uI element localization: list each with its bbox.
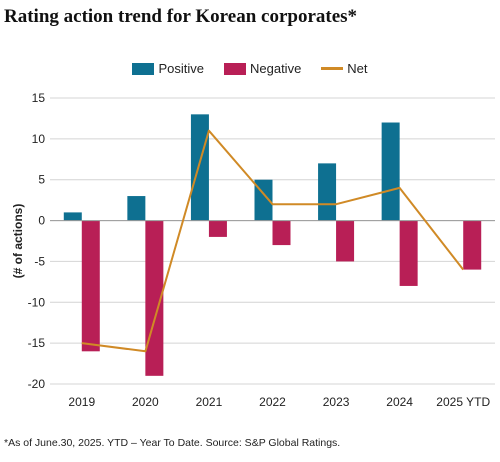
x-tick-label: 2021 xyxy=(196,395,223,409)
bar-positive xyxy=(190,114,209,221)
x-tick-label: 2023 xyxy=(323,395,350,409)
x-tick-label: 2024 xyxy=(386,395,413,409)
y-tick-label: 0 xyxy=(38,214,45,228)
bar-negative xyxy=(463,220,482,270)
bar-positive xyxy=(63,212,82,221)
legend-item-positive: Positive xyxy=(132,61,204,76)
legend: Positive Negative Net xyxy=(0,61,500,76)
x-tick-label: 2019 xyxy=(68,395,95,409)
line-net xyxy=(81,129,464,353)
y-tick-label: 10 xyxy=(32,132,46,146)
y-tick-label: -5 xyxy=(34,254,45,268)
legend-label-negative: Negative xyxy=(249,61,302,76)
legend-label-positive: Positive xyxy=(158,61,204,76)
x-tick-label: 2020 xyxy=(132,395,159,409)
legend-swatch-negative xyxy=(223,62,246,75)
bar-negative xyxy=(208,220,227,237)
legend-item-negative: Negative xyxy=(223,61,302,76)
legend-swatch-positive xyxy=(132,62,155,75)
legend-item-net: Net xyxy=(321,61,368,76)
chart-title: Rating action trend for Korean corporate… xyxy=(4,6,358,27)
bar-negative xyxy=(399,220,418,286)
y-tick-label: 5 xyxy=(38,173,45,187)
y-tick-label: 15 xyxy=(32,91,46,105)
legend-label-net: Net xyxy=(347,61,368,76)
x-tick-label: 2025 YTD xyxy=(436,395,490,409)
legend-swatch-net xyxy=(321,67,344,70)
bar-negative xyxy=(272,220,291,246)
y-tick-label: -20 xyxy=(28,377,46,391)
bar-positive xyxy=(127,196,146,221)
chart-plot: 15 10 5 0 -5 -10 -15 -20 (# of actions) 2019 2020 2… xyxy=(11,91,495,409)
bar-positive xyxy=(381,122,400,221)
y-tick-label: -10 xyxy=(28,295,46,309)
bar-negative xyxy=(336,220,355,262)
y-tick-label: -15 xyxy=(28,336,46,350)
y-axis-label: (# of actions) xyxy=(11,204,25,279)
bar-positive xyxy=(318,163,337,221)
x-tick-label: 2022 xyxy=(259,395,286,409)
footnote: *As of June.30, 2025. YTD – Year To Date… xyxy=(4,437,341,449)
bar-negative xyxy=(81,220,100,352)
